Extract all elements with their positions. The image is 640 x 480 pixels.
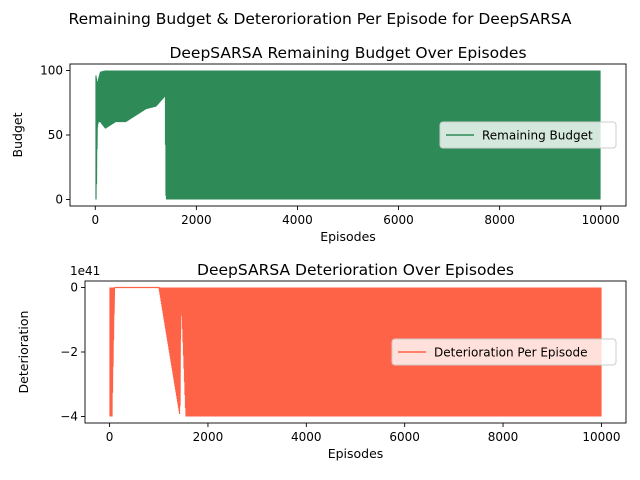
chart-1: 0 2000 4000 6000 8000 10000 0 50 100 DeepSARSA Re…: [10, 44, 627, 244]
y-tick-label: −2: [60, 345, 78, 359]
legend-entry: Remaining Budget: [482, 129, 593, 143]
legend-entry: Deterioration Per Episode: [434, 346, 587, 360]
chart-2: 0 2000 4000 6000 8000 10000 −4 −2 0 DeepSARSA Det…: [16, 261, 627, 461]
x-tick-label: 10000: [582, 430, 620, 444]
x-tick-label: 6000: [383, 213, 414, 227]
figure-suptitle: Remaining Budget & Deterorioration Per E…: [69, 10, 572, 28]
y-tick-label: 0: [70, 280, 78, 294]
x-tick-label: 0: [106, 430, 114, 444]
x-tick-label: 4000: [282, 213, 313, 227]
x-axis-label: Episodes: [328, 446, 384, 461]
chart-title: DeepSARSA Deterioration Over Episodes: [197, 261, 514, 279]
y-tick-label: 0: [55, 193, 63, 207]
x-tick-label: 0: [91, 213, 99, 227]
chart-title: DeepSARSA Remaining Budget Over Episodes: [169, 44, 526, 62]
x-tick-label: 4000: [291, 430, 322, 444]
x-tick-label: 10000: [582, 213, 620, 227]
series-line-1: [109, 286, 602, 417]
x-tick-label: 2000: [181, 213, 212, 227]
y-tick-label: 50: [48, 128, 63, 142]
x-tick-label: 2000: [193, 430, 224, 444]
legend-box: [391, 338, 617, 366]
x-tick-label: 8000: [488, 430, 519, 444]
plots: 0 2000 4000 6000 8000 10000 0 50 100 DeepSARSA Re…: [10, 44, 627, 461]
y-axis-label: Deterioration: [16, 311, 31, 394]
legend-box: [439, 121, 617, 149]
legend: Remaining Budget: [439, 121, 617, 149]
x-axis-label: Episodes: [320, 229, 376, 244]
x-tick-label: 8000: [484, 213, 515, 227]
series-line-1: [95, 70, 601, 200]
y-axis-label: Budget: [10, 112, 25, 157]
y-tick-label: −4: [60, 410, 78, 424]
y-tick-label: 100: [40, 63, 63, 77]
legend: Deterioration Per Episode: [391, 338, 617, 366]
axis-offset-text: 1e41: [70, 264, 100, 278]
x-tick-label: 6000: [389, 430, 420, 444]
